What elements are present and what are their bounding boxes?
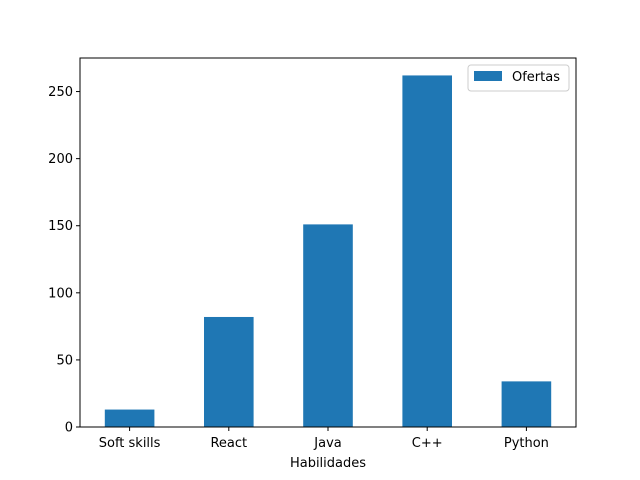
bar-java [303,224,353,427]
y-tick-label-100: 100 [48,286,73,301]
bar-react [204,316,254,427]
y-tick-label-0: 0 [65,421,73,436]
y-tick-label-50: 50 [56,353,73,368]
y-tick-label-150: 150 [48,219,73,234]
x-tick-label-c: C++ [412,436,443,451]
x-tick-label-react: React [210,436,247,451]
y-axis: 0 50 100 150 200 250 [48,85,80,436]
plot-frame [79,57,577,428]
x-tick-label-soft-skills: Soft skills [99,436,161,451]
bar-python [501,381,552,427]
legend: Ofertas [467,64,570,92]
bar-soft-skills [104,409,155,427]
y-tick-label-250: 250 [48,85,73,100]
legend-swatch [474,71,502,81]
bars-group [104,75,552,427]
x-tick-label-python: Python [504,436,549,451]
x-axis: Soft skills React Java C++ Python [99,427,549,451]
y-tick-label-200: 200 [48,152,73,167]
legend-label: Ofertas [512,70,560,85]
x-tick-label-java: Java [313,436,341,451]
bar-c [402,75,452,427]
x-axis-label: Habilidades [290,456,366,471]
